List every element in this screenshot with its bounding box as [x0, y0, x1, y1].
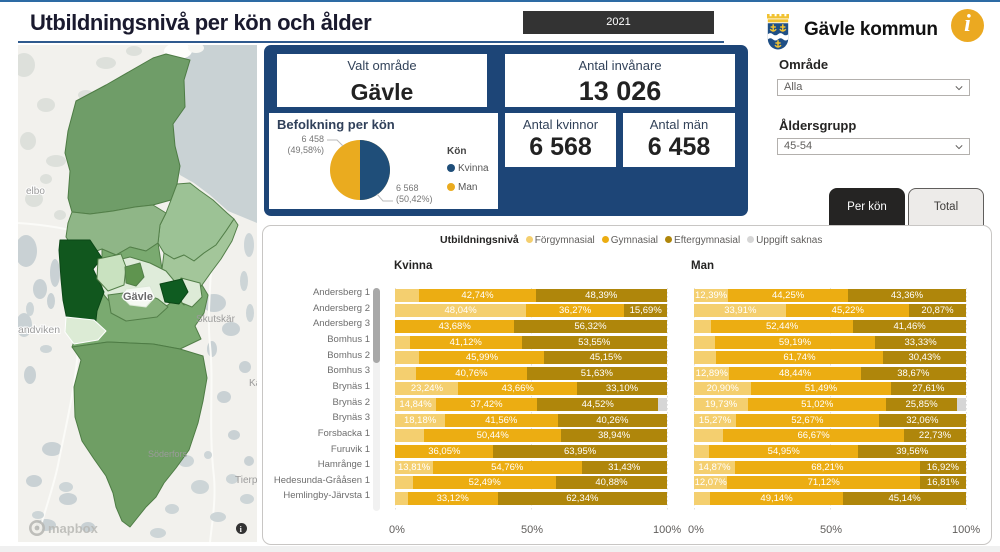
svg-text:i: i — [240, 525, 243, 534]
svg-text:mapbox: mapbox — [48, 521, 99, 536]
svg-text:Skutskär: Skutskär — [196, 314, 236, 325]
svg-text:elbo: elbo — [26, 186, 45, 197]
svg-text:Söderfors: Söderfors — [148, 449, 188, 459]
svg-text:Tierp: Tierp — [235, 475, 257, 486]
svg-text:Ka: Ka — [249, 378, 257, 389]
svg-text:andviken: andviken — [18, 324, 60, 336]
svg-text:Gävle: Gävle — [123, 291, 153, 303]
